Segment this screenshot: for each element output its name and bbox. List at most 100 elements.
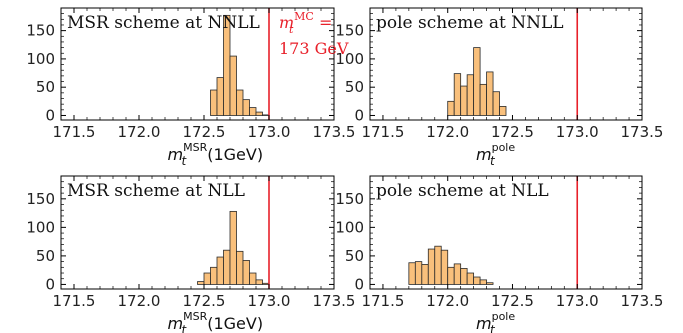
x-tick-label: 171.5: [53, 292, 96, 310]
histogram-bar: [447, 266, 455, 285]
histogram-bar: [479, 83, 487, 116]
y-tick-label: 0: [354, 275, 364, 293]
y-tick-label: 0: [45, 106, 55, 124]
histogram-bar: [414, 261, 423, 285]
x-tick-label: 173.0: [556, 123, 599, 141]
x-tick-label: 172.5: [491, 123, 534, 141]
reference-label-line1: mMC =: [279, 10, 332, 32]
histogram-bar: [486, 282, 494, 285]
x-axis-label-sup: MSR: [183, 141, 207, 154]
histogram-bar: [479, 279, 487, 285]
y-tick-label: 50: [36, 247, 55, 265]
x-axis-label-symbol: m: [168, 314, 184, 333]
x-tick-label: 173.0: [248, 123, 291, 141]
histogram-bar: [466, 272, 475, 285]
y-tick-label: 0: [354, 106, 364, 124]
x-axis-label: mpole: [476, 310, 515, 333]
x-tick-label: 172.5: [183, 123, 226, 141]
histogram-bar: [242, 99, 250, 116]
histogram-bar: [460, 268, 468, 285]
x-axis-label-sup: pole: [492, 310, 516, 323]
panel-2: 171.5 172.0 172.5 173.0 173.5 0 50 100 150 pole s…: [335, 7, 663, 168]
histogram-bar: [262, 114, 270, 116]
histogram-bar: [460, 85, 468, 116]
histogram-bar: [223, 249, 231, 285]
x-axis-label-sup: pole: [492, 141, 516, 154]
histogram-bar: [434, 245, 442, 285]
x-axis-label-tail: (1GeV): [207, 314, 263, 333]
y-tick-label: 150: [26, 190, 55, 208]
x-tick-label: 172.0: [426, 123, 469, 141]
histogram-bar: [249, 272, 257, 285]
histogram-bar: [216, 256, 224, 285]
histogram-bar: [210, 266, 218, 285]
histogram-bar: [473, 47, 481, 116]
x-axis-label-sub: t: [490, 323, 496, 333]
histogram-bar: [453, 73, 462, 116]
x-tick-label: 173.0: [248, 292, 291, 310]
histogram-bar: [210, 89, 218, 116]
plot-frame: [369, 7, 643, 121]
y-tick-label: 50: [36, 78, 55, 96]
x-tick-label: 172.0: [426, 292, 469, 310]
histogram-bar: [216, 77, 224, 116]
plot-frame: [60, 175, 335, 290]
x-axis-label-sub: t: [182, 154, 188, 168]
reference-label-sup: MC: [294, 10, 314, 23]
x-tick-label: 173.5: [313, 292, 356, 310]
x-axis-label-symbol: m: [476, 314, 492, 333]
y-tick-label: 150: [335, 190, 364, 208]
histogram-bar: [421, 264, 429, 285]
histogram-bar: [203, 272, 211, 285]
reference-label-eq: =: [314, 13, 333, 32]
x-tick-label: 171.5: [361, 292, 404, 310]
x-tick-label: 171.5: [361, 123, 404, 141]
x-tick-label: 171.5: [53, 123, 96, 141]
reference-label-sub: t: [289, 23, 294, 36]
histogram-bar: [499, 106, 507, 116]
histogram-bar: [255, 279, 263, 285]
x-tick-label: 173.0: [556, 292, 599, 310]
x-axis-label-symbol: m: [476, 145, 492, 164]
panel-4: 171.5 172.0 172.5 173.0 173.5 0 50 100 150 pole s…: [335, 175, 664, 333]
x-axis-label-symbol: m: [168, 145, 184, 164]
histogram-bar: [466, 74, 475, 116]
x-tick-label: 173.5: [621, 292, 664, 310]
x-axis-label: mMSR(1GeV): [168, 141, 264, 164]
reference-label-line2: 173 GeV: [279, 39, 349, 58]
panel-3: 171.5 172.0 172.5 173.0 173.5 0 50 100 150 MSR sc…: [26, 175, 356, 333]
histogram-bar: [408, 262, 416, 285]
x-axis-label-tail: (1GeV): [207, 145, 263, 164]
x-tick-label: 172.0: [118, 292, 161, 310]
y-tick-label: 100: [26, 218, 55, 236]
y-tick-label: 100: [335, 50, 364, 68]
histogram-bar: [242, 260, 250, 285]
panel-title: pole scheme at NLL: [376, 181, 549, 201]
x-axis-label: mpole: [476, 141, 515, 164]
panel-title: MSR scheme at NNLL: [67, 13, 260, 33]
panel-title: MSR scheme at NLL: [67, 181, 245, 201]
y-tick-label: 100: [26, 50, 55, 68]
panel-title: pole scheme at NNLL: [376, 13, 564, 33]
histogram-bar: [492, 91, 500, 116]
histogram-bar: [453, 263, 462, 285]
histogram-bar: [255, 111, 263, 116]
histogram-bar: [197, 281, 205, 285]
y-tick-label: 150: [26, 22, 55, 40]
y-tick-label: 0: [45, 275, 55, 293]
x-axis-label: mMSR(1GeV): [168, 310, 264, 333]
y-tick-label: 150: [335, 22, 364, 40]
x-axis-label-sub: t: [490, 154, 496, 168]
histogram-bar: [249, 107, 257, 116]
histogram-bar: [236, 89, 244, 116]
y-tick-label: 50: [345, 78, 364, 96]
x-tick-label: 172.5: [183, 292, 226, 310]
histogram-bar: [427, 248, 436, 285]
y-tick-label: 50: [345, 247, 364, 265]
panel-1: 171.5 172.0 172.5 173.0 173.5 0 50 100 150 MSR sc…: [26, 7, 355, 168]
plot-frame: [60, 7, 335, 121]
histogram-bar: [486, 71, 494, 116]
histogram-bar: [262, 282, 270, 285]
x-axis-label-sub: t: [182, 323, 188, 333]
